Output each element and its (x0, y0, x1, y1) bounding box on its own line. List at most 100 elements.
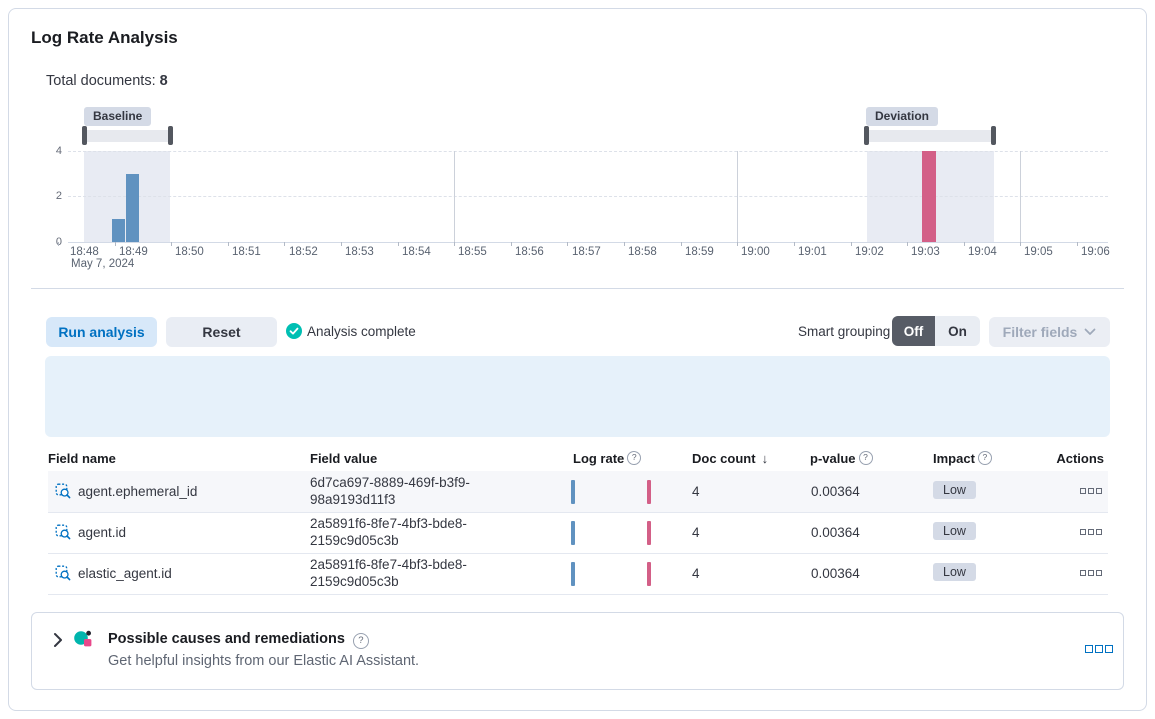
field-inspect-icon[interactable] (55, 565, 71, 581)
baseline-badge: Baseline (84, 107, 152, 126)
x-tick-label: 19:02 (855, 246, 884, 258)
x-tick (964, 242, 965, 246)
impact-badge: Low (933, 522, 976, 540)
column-header-impact[interactable]: Impact (933, 451, 992, 466)
x-tick (58, 242, 59, 246)
x-tick (228, 242, 229, 246)
chevron-down-icon (1084, 328, 1096, 335)
log-rate-sparkline-baseline-bar (571, 562, 575, 586)
x-tick-label: 19:01 (798, 246, 827, 258)
possible-causes-title: Possible causes and remediations (108, 631, 369, 649)
column-header-field-name[interactable]: Field name (48, 451, 116, 466)
x-tick (567, 242, 568, 246)
p-value: 0.00364 (811, 525, 860, 540)
doc-count-value: 4 (692, 525, 700, 540)
x-tick-label: 18:50 (175, 246, 204, 258)
table-row: agent.id 2a5891f6-8fe7-4bf3-bde8-2159c9d… (48, 512, 1108, 554)
baseline-brush-track[interactable] (84, 130, 170, 142)
baseline-brush-handle-right[interactable] (168, 126, 173, 145)
doc-count-value: 4 (692, 484, 700, 499)
x-tick (1020, 242, 1021, 246)
smart-grouping-off-button[interactable]: Off (892, 316, 935, 346)
chevron-right-icon[interactable] (53, 632, 63, 648)
field-inspect-icon[interactable] (55, 483, 71, 499)
table-row: elastic_agent.id 2a5891f6-8fe7-4bf3-bde8… (48, 553, 1108, 595)
filter-fields-button[interactable]: Filter fields (989, 317, 1110, 347)
p-value: 0.00364 (811, 484, 860, 499)
deviation-brush-handle-right[interactable] (991, 126, 996, 145)
gridline (68, 196, 1108, 197)
gridline (454, 151, 455, 242)
question-in-circle-icon (858, 451, 873, 465)
baseline-bar (112, 219, 125, 242)
possible-causes-panel[interactable] (31, 612, 1124, 690)
x-tick (907, 242, 908, 246)
x-tick-label: 18:49 (119, 246, 148, 258)
check-circle-icon (286, 323, 302, 339)
field-name: elastic_agent.id (78, 566, 172, 581)
smart-grouping-on-button[interactable]: On (948, 323, 967, 339)
x-tick-label: 18:52 (289, 246, 318, 258)
x-tick (171, 242, 172, 246)
question-in-circle-icon (627, 451, 642, 465)
column-header-p-value[interactable]: p-value (810, 451, 873, 466)
x-tick-label: 18:54 (402, 246, 431, 258)
elastic-ai-assistant-icon (74, 630, 92, 647)
total-documents-label: Total documents: (46, 73, 156, 89)
x-tick-label: 19:04 (968, 246, 997, 258)
p-value: 0.00364 (811, 566, 860, 581)
impact-badge: Low (933, 481, 976, 499)
gridline (68, 151, 1108, 152)
field-value: 6d7ca697-8889-469f-b3f9-98a9193d11f3 (310, 475, 470, 507)
field-name: agent.id (78, 525, 127, 540)
run-analysis-button[interactable]: Run analysis (46, 317, 157, 347)
total-documents-value: 8 (159, 73, 168, 89)
x-tick (737, 242, 738, 246)
log-rate-sparkline-deviation-bar (647, 562, 651, 586)
field-value: 2a5891f6-8fe7-4bf3-bde8-2159c9d05c3b (310, 557, 467, 589)
field-inspect-icon[interactable] (55, 524, 71, 540)
total-documents: Total documents: 8 (46, 73, 168, 89)
row-actions-button[interactable] (1080, 529, 1102, 535)
row-actions-button[interactable] (1080, 570, 1102, 576)
panel-actions-button[interactable] (1085, 645, 1113, 653)
results-table-header: Field name Field value Log rate Doc coun… (48, 448, 1108, 472)
log-rate-sparkline-baseline-bar (571, 480, 575, 504)
x-tick (511, 242, 512, 246)
gridline (1020, 151, 1021, 242)
x-tick (284, 242, 285, 246)
x-tick (624, 242, 625, 246)
x-tick-label: 18:57 (572, 246, 601, 258)
section-divider (31, 288, 1124, 289)
x-tick-label: 19:05 (1024, 246, 1053, 258)
x-tick-label: 19:00 (741, 246, 770, 258)
reset-button[interactable]: Reset (166, 317, 277, 347)
x-tick (115, 242, 116, 246)
smart-grouping-toggle: Off On (892, 316, 980, 346)
column-header-field-value[interactable]: Field value (310, 451, 378, 466)
gridline (737, 151, 738, 242)
deviation-brush-handle-left[interactable] (864, 126, 869, 145)
filter-fields-label: Filter fields (1002, 324, 1078, 340)
log-rate-sparkline-deviation-bar (647, 480, 651, 504)
row-actions-button[interactable] (1080, 488, 1102, 494)
deviation-bar (922, 151, 936, 242)
column-header-log-rate[interactable]: Log rate (573, 451, 642, 466)
x-tick-label: 18:59 (685, 246, 714, 258)
table-row: agent.ephemeral_id 6d7ca697-8889-469f-b3… (48, 471, 1108, 513)
smart-grouping-label: Smart grouping (798, 324, 891, 339)
document-count-chart[interactable] (68, 151, 1108, 243)
deviation-brush-track[interactable] (866, 130, 994, 142)
x-tick-label: 18:55 (458, 246, 487, 258)
x-tick (341, 242, 342, 246)
column-header-doc-count[interactable]: Doc count ↓ (692, 451, 769, 466)
impact-badge: Low (933, 563, 976, 581)
sort-descending-icon: ↓ (761, 451, 769, 466)
x-tick (851, 242, 852, 246)
y-tick-label: 2 (55, 190, 62, 202)
x-tick (1077, 242, 1078, 246)
baseline-brush-handle-left[interactable] (82, 126, 87, 145)
question-in-circle-icon (352, 633, 369, 649)
x-tick (794, 242, 795, 246)
